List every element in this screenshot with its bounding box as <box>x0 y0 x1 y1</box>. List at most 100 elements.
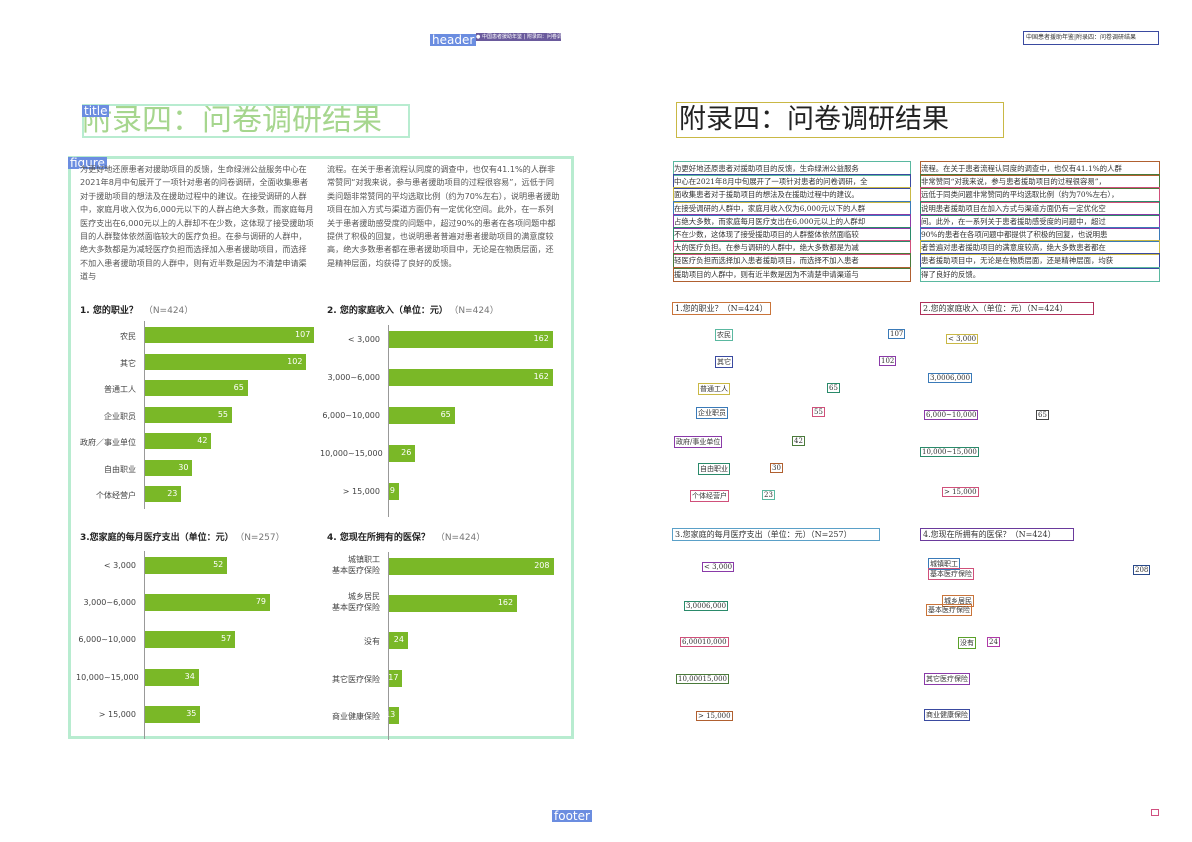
right-text-line: 大的医疗负担。在参与调研的人群中，绝大多数都是为减 <box>673 240 911 256</box>
right-text-line: 为更好地还原患者对援助项目的反馈，生命绿洲公益服务 <box>673 161 911 177</box>
chart1-bar: 42 <box>145 433 212 449</box>
right-text-line: 在接受调研的人群中，家庭月收入仅为6,000元以下的人群 <box>673 200 911 216</box>
chart4-bar: 17 <box>388 669 403 687</box>
intro-paragraph-col1: 为更好地还原患者对援助项目的反馈，生命绿洲公益服务中心在2021年8月中旬展开了… <box>80 164 314 282</box>
running-head: 中国患者援助年鉴|附录四：问卷调研结果 <box>1023 31 1159 45</box>
chart4-title-text: 4. 您现在所拥有的医保？ <box>327 533 430 543</box>
chart2-category-label: 10,000~15,000 <box>320 449 383 458</box>
right-chart2-category: > 15,000 <box>942 487 979 497</box>
right-text-line: 患者援助项目中，无论是在物质层面，还是精神层面，均获 <box>920 253 1160 269</box>
chart1-area: 农民 107 其它 102 普通工人 65 企业职员 55 政府／事业单位 42 自由职业 30 个体经… <box>76 320 316 510</box>
right-text-line: 者普遍对患者援助项目的满意度较高，绝大多数患者都在 <box>920 240 1160 256</box>
chart3-title-text: 3.您家庭的每月医疗支出（单位：元） <box>80 533 234 543</box>
chart1-bar: 102 <box>145 353 307 370</box>
chart1-bar: 23 <box>145 486 182 502</box>
chart4-title: 4. 您现在所拥有的医保？ （N=424） <box>327 530 485 543</box>
right-chart4-category: 城镇职工 <box>928 558 960 570</box>
chart1-value-label: 23 <box>167 489 178 498</box>
chart3-bar: 35 <box>145 705 201 723</box>
chart3-category-label: 10,000~15,000 <box>76 672 139 682</box>
chart2-category-label: 6,000~10,000 <box>322 411 380 420</box>
chart3-value-label: 79 <box>255 597 267 607</box>
chart1-value-label: 30 <box>178 462 189 472</box>
right-chart3-category: 10,00015,000 <box>676 674 729 684</box>
chart2-category-label: > 15,000 <box>342 487 380 496</box>
chart2-value-label: 162 <box>533 334 549 343</box>
chart1-title: 1. 您的职业？ （N=424） <box>80 303 193 316</box>
right-chart1-category: 个体经营户 <box>690 490 729 502</box>
chart4-value-label: 13 <box>385 709 396 719</box>
chart3-value-label: 35 <box>186 708 197 718</box>
chart4-category-label: 城镇职工 基本医疗保险 <box>320 554 380 576</box>
right-chart2-category: 6,000~10,000 <box>924 410 979 420</box>
right-chart4-value: 24 <box>987 637 1000 647</box>
right-chart2-category: 10,000~15,000 <box>920 447 979 457</box>
intro-paragraph-col2: 流程。在关于患者流程认同度的调查中，也仅有41.1%的人群非常赞同“对我来说，参… <box>327 164 560 268</box>
right-chart4-category: 没有 <box>958 637 976 649</box>
right-text-line: 90%的患者在各项问题中都提供了积极的回复，也说明患 <box>920 227 1160 243</box>
right-text-line: 流程。在关于患者流程认同度的调查中，也仅有41.1%的人群 <box>920 161 1160 177</box>
right-chart1-category: 企业职员 <box>696 407 728 419</box>
right-chart1-category: 普通工人 <box>698 383 730 395</box>
chart2-bar: 65 <box>389 407 455 424</box>
chart3-bar: 57 <box>145 631 236 649</box>
chart4-bar: 24 <box>389 632 408 650</box>
chart4-area: 城镇职工 基本医疗保险 208 城乡居民 基本医疗保险 162 没有 24 其它医疗保险 17 商业… <box>320 548 565 740</box>
chart3-axis <box>144 551 145 739</box>
chart3-bar: 79 <box>145 594 271 612</box>
right-chart3-category: 6,00010,000 <box>680 637 729 647</box>
chart2-bar: 162 <box>389 331 553 348</box>
right-chart1-value: 102 <box>879 356 897 366</box>
chart4-bar: 208 <box>389 558 554 575</box>
right-chart1-value: 30 <box>770 463 783 473</box>
right-text-line: 不在少数，这体现了接受援助项目的人群整体依然面临较 <box>673 227 911 243</box>
header-band: ● 中国患者援助年鉴 | 附录四：问卷调研结果 <box>476 33 561 41</box>
chart2-category-label: 3,000~6,000 <box>327 373 380 382</box>
chart4-value-label: 24 <box>393 635 404 645</box>
figure-box <box>68 156 574 739</box>
right-chart2-category: 3,0006,000 <box>928 373 973 383</box>
chart4-category-label: 城乡居民 基本医疗保险 <box>320 591 380 613</box>
chart2-bar: 162 <box>389 369 553 386</box>
right-title: 附录四：问卷调研结果 <box>676 102 1004 138</box>
chart2-value-label: 9 <box>389 486 395 495</box>
title-box <box>82 104 410 138</box>
right-chart1-value: 107 <box>888 329 906 339</box>
chart3-bar: 34 <box>145 668 199 686</box>
right-chart1-value: 55 <box>812 407 825 417</box>
chart1-bar: 30 <box>145 459 193 476</box>
chart2-bar: 26 <box>389 445 416 462</box>
right-chart4-category: 其它医疗保险 <box>924 673 970 685</box>
chart1-category-label: 普通工人 <box>104 385 136 394</box>
chart1-category-label: 自由职业 <box>104 464 136 474</box>
right-text-line: 说明患者援助项目在加入方式与渠道方面仍有一定优化空 <box>920 200 1160 216</box>
header-label: header <box>430 33 477 47</box>
chart1-bar: 107 <box>145 327 315 343</box>
chart2-category-label: < 3,000 <box>347 335 380 344</box>
chart1-value-label: 55 <box>217 409 229 419</box>
chart3-area: < 3,000 52 3,000~6,000 79 6,000~10,000 57 10,0… <box>76 548 316 739</box>
right-chart1-category: 农民 <box>715 329 733 341</box>
right-text-line: 远低于同类问题非常赞同的平均选取比例（约为70%左右）， <box>920 187 1160 203</box>
right-text-line: 非常赞同“对我来说，参与患者援助项目的过程很容易”， <box>920 174 1160 190</box>
chart2-value-label: 65 <box>440 410 451 419</box>
right-text-line: 援助项目的人群中，则有近半数是因为不清楚申请渠道与 <box>673 266 911 282</box>
chart3-value-label: 57 <box>221 634 232 644</box>
right-text-line: 得了良好的反馈。 <box>920 266 1160 282</box>
chart1-category-label: 农民 <box>120 332 136 341</box>
chart4-bar: 162 <box>389 595 518 613</box>
right-chart1-value: 65 <box>827 383 840 393</box>
right-chart3-category: 3,0006,000 <box>684 601 729 611</box>
right-text-line: 占绝大多数，而家庭每月医疗支出在6,000元以上的人群却 <box>673 213 911 229</box>
right-text-line: 间。此外，在一系列关于患者援助感受度的问题中，超过 <box>920 213 1160 229</box>
chart1-category-label: 其它 <box>120 358 136 368</box>
chart4-n: （N=424） <box>435 533 486 543</box>
right-chart4-value: 208 <box>1133 565 1151 575</box>
chart2-title-text: 2. 您的家庭收入（单位：元） <box>327 306 448 316</box>
chart2-value-label: 162 <box>533 372 549 381</box>
right-chart4-category: 商业健康保险 <box>924 709 970 721</box>
page-title: 附录四：问卷调研结果 <box>82 103 382 138</box>
chart1-category-label: 政府／事业单位 <box>80 438 136 447</box>
chart1-value-label: 65 <box>233 383 244 392</box>
figure-label: figure <box>68 156 107 170</box>
